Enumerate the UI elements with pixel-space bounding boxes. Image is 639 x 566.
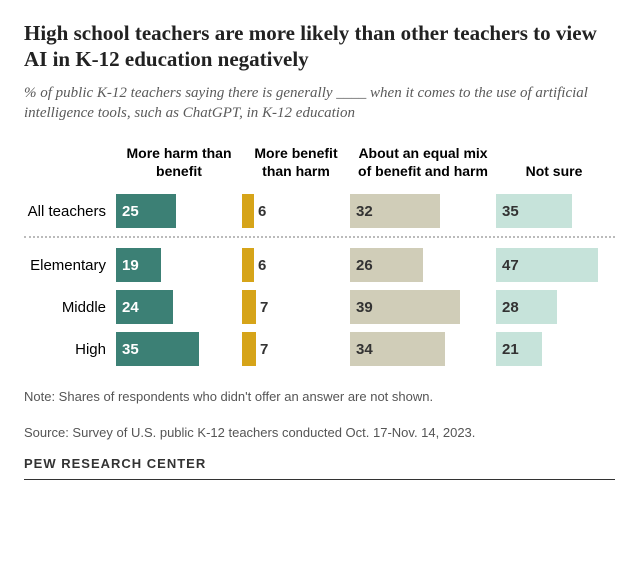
column-header: More benefit than harm — [242, 145, 350, 180]
bar: 19 — [116, 248, 161, 282]
row-label: Middle — [24, 299, 116, 316]
column-header: More harm than benefit — [116, 145, 242, 180]
bar: 26 — [350, 248, 423, 282]
bar: 32 — [350, 194, 440, 228]
note-line: Note: Shares of respondents who didn't o… — [24, 388, 615, 406]
bar: 21 — [496, 332, 542, 366]
bar-chart: More harm than benefitMore benefit than … — [24, 145, 615, 370]
chart-row: Elementary19 6 26 47 — [24, 244, 615, 286]
bar — [242, 194, 254, 228]
bar: 25 — [116, 194, 176, 228]
column-header: Not sure — [496, 163, 612, 181]
footer-attribution: PEW RESEARCH CENTER — [24, 456, 615, 471]
chart-title: High school teachers are more likely tha… — [24, 20, 615, 73]
row-divider — [24, 236, 615, 238]
bar: 47 — [496, 248, 598, 282]
bar — [242, 332, 256, 366]
bar: 24 — [116, 290, 173, 324]
row-label: Elementary — [24, 257, 116, 274]
source-line: Source: Survey of U.S. public K-12 teach… — [24, 424, 615, 442]
chart-subtitle: % of public K-12 teachers saying there i… — [24, 83, 615, 124]
bar-value: 6 — [258, 257, 266, 274]
bar: 35 — [116, 332, 199, 366]
row-label: High — [24, 341, 116, 358]
chart-row: All teachers25 6 32 35 — [24, 190, 615, 232]
bar: 34 — [350, 332, 445, 366]
bottom-rule — [24, 479, 615, 480]
chart-row: High35 7 34 21 — [24, 328, 615, 370]
bar-value: 7 — [260, 299, 268, 316]
bar-value: 6 — [258, 203, 266, 220]
bar: 39 — [350, 290, 460, 324]
bar — [242, 248, 254, 282]
chart-row: Middle24 7 39 28 — [24, 286, 615, 328]
row-label: All teachers — [24, 203, 116, 220]
bar-value: 7 — [260, 341, 268, 358]
bar: 35 — [496, 194, 572, 228]
bar: 28 — [496, 290, 557, 324]
column-header: About an equal mix of benefit and harm — [350, 145, 496, 180]
bar — [242, 290, 256, 324]
